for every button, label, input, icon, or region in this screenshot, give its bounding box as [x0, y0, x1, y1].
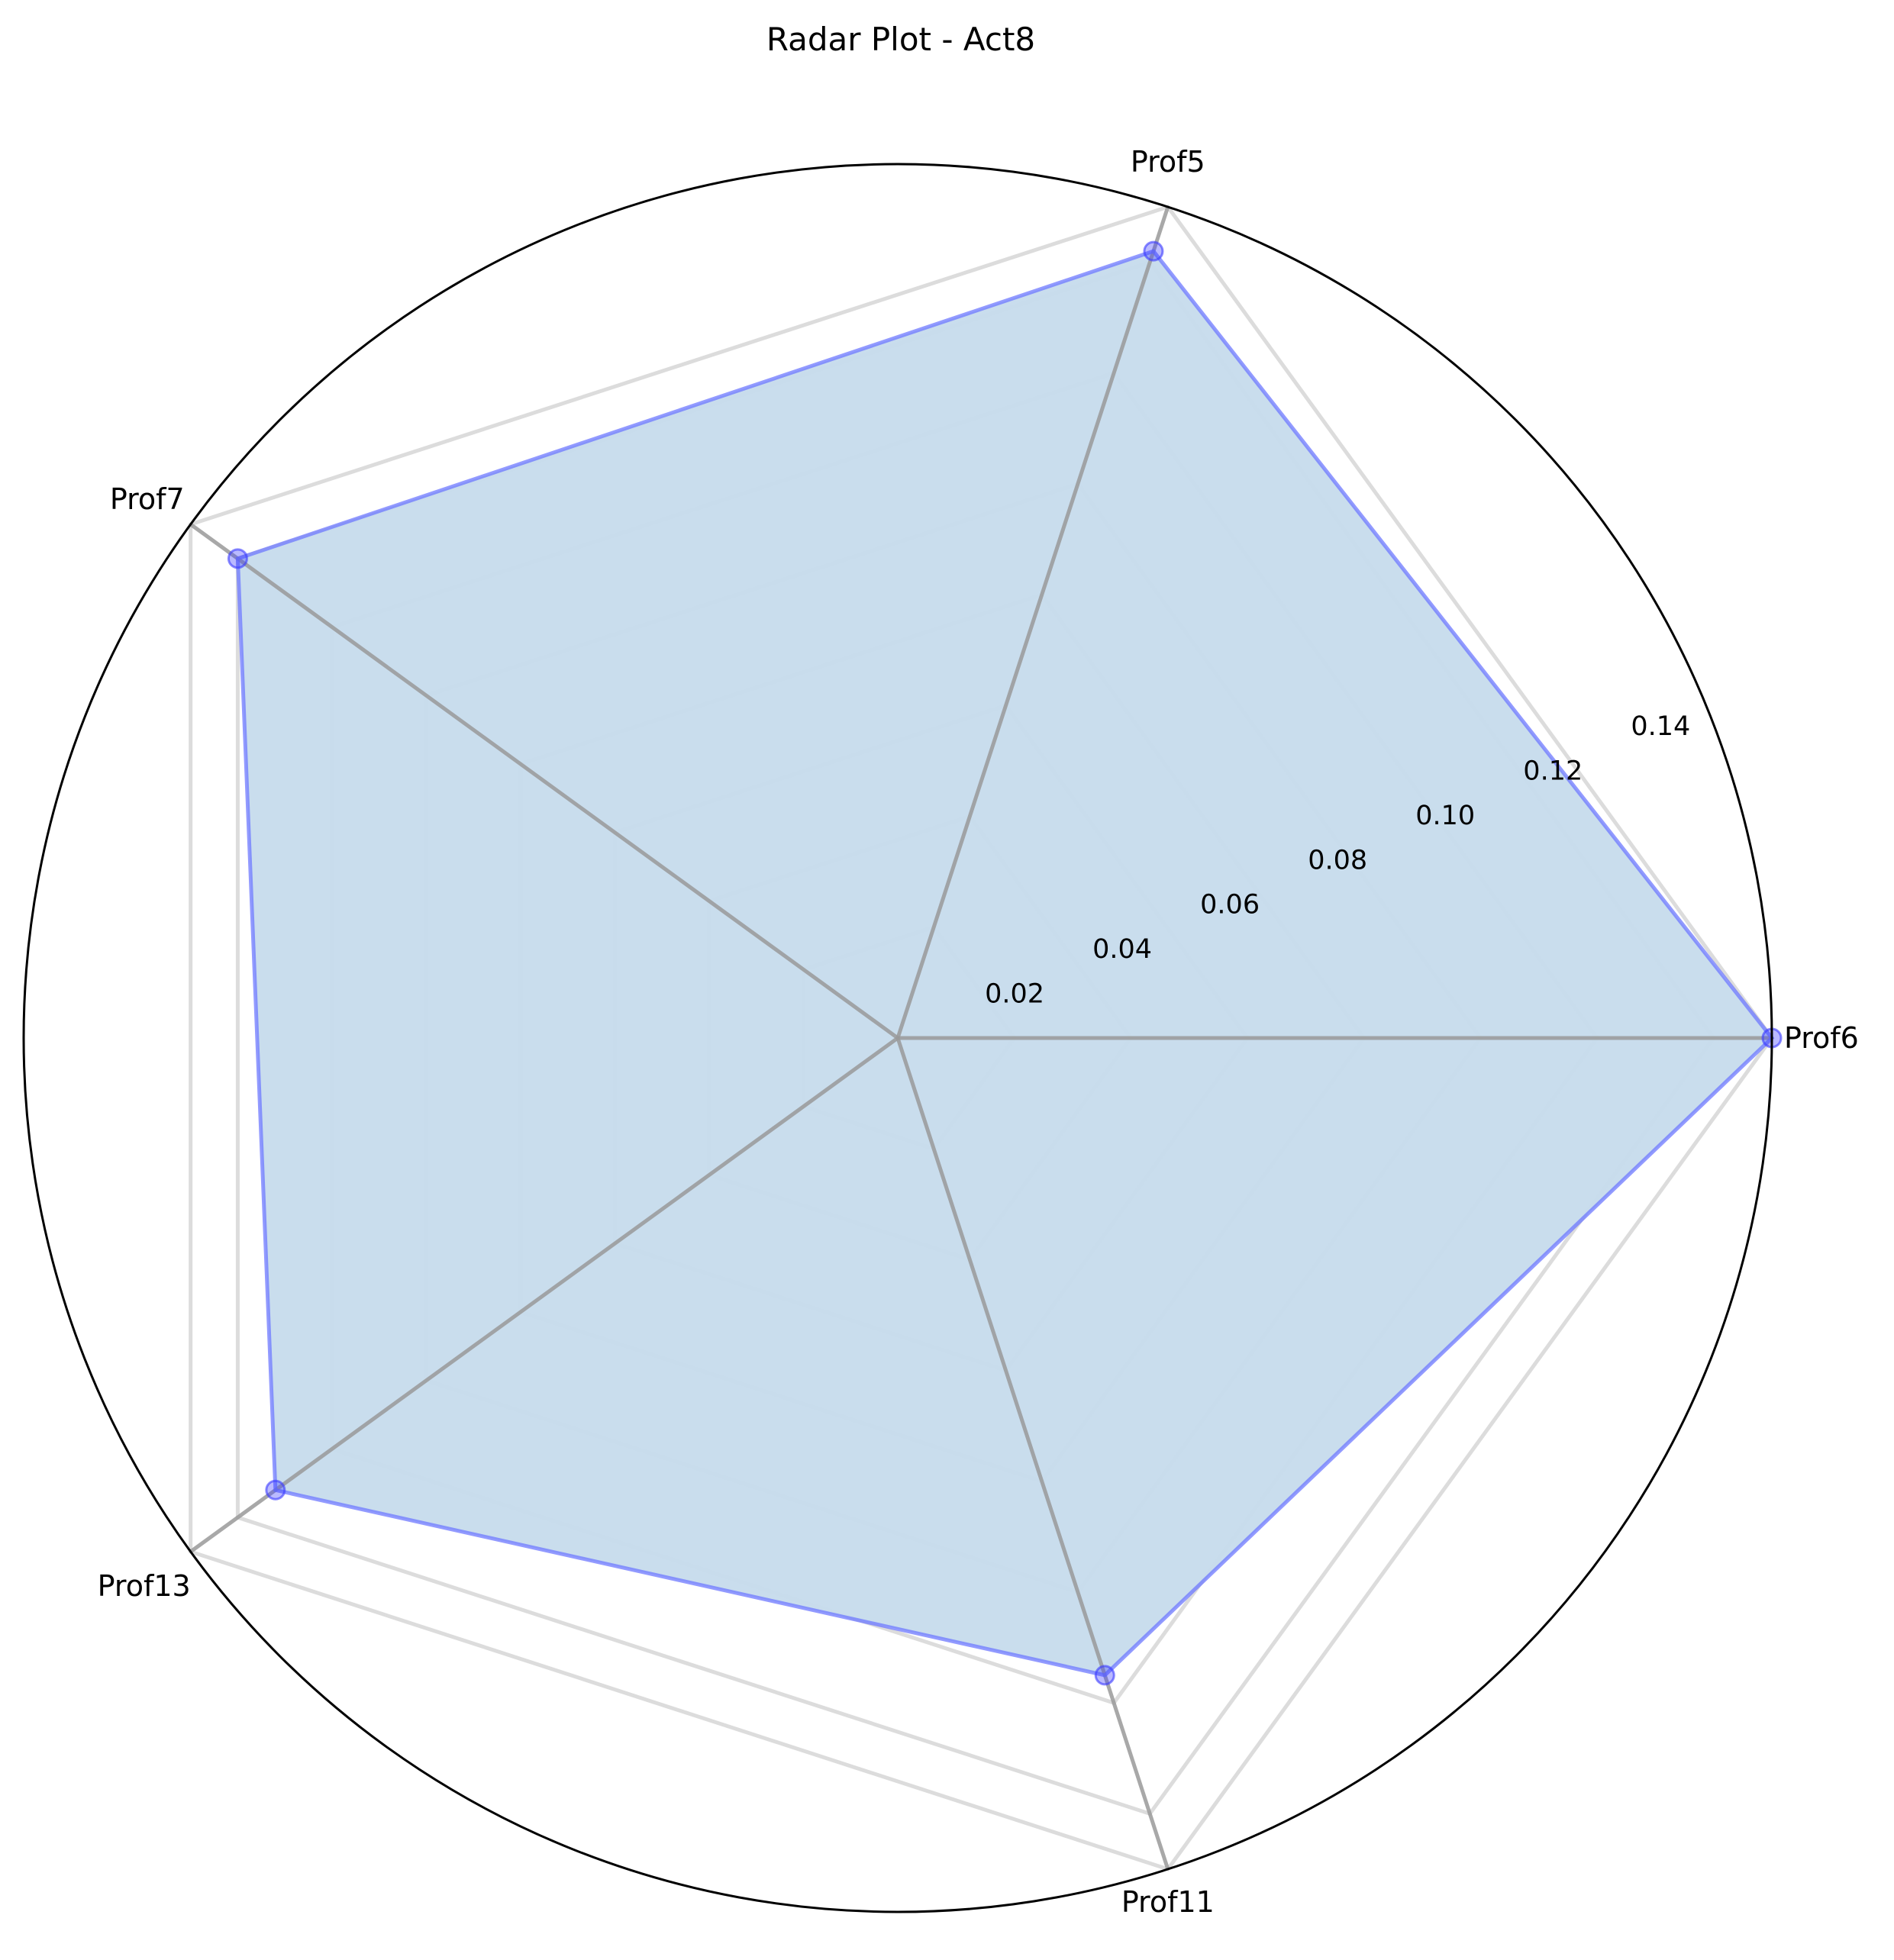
r-tick-label: 0.10: [1415, 801, 1475, 831]
spoke-prof13: [189, 1036, 899, 1554]
series-area-1: [237, 251, 1772, 1675]
series-line-1: [235, 249, 1775, 1678]
r-tick-label: 0.08: [1308, 845, 1367, 875]
chart-title: Radar Plot - Act8: [766, 21, 1035, 58]
label-layer: Prof6 Prof5 Prof7 Prof13 Prof11 0.02 0.04 0.06 0…: [22, 145, 1859, 1919]
spoke-prof7: [189, 522, 899, 1040]
outer-circle: [22, 163, 1773, 1913]
data-point-prof5: [1143, 240, 1164, 262]
spoke-layer: [189, 206, 1772, 1870]
category-label-prof5: Prof5: [1131, 145, 1205, 179]
r-tick-label: 0.04: [1092, 934, 1152, 965]
series-line-layer: [235, 249, 1775, 1678]
spoke-prof5: [895, 206, 1170, 1039]
category-label-prof6: Prof6: [1784, 1021, 1859, 1055]
category-label-prof13: Prof13: [98, 1569, 191, 1603]
category-label-prof7: Prof7: [110, 482, 185, 516]
r-tick-label: 0.12: [1523, 756, 1583, 786]
data-point-prof11: [1094, 1665, 1115, 1686]
r-tick-label: 0.02: [985, 979, 1044, 1010]
r-tick-label: 0.06: [1200, 890, 1260, 920]
data-point-prof13: [265, 1479, 286, 1501]
data-point-prof7: [227, 548, 248, 569]
category-label-prof11: Prof11: [1121, 1885, 1215, 1919]
spoke-prof11: [895, 1037, 1170, 1870]
marker-layer: [227, 240, 1783, 1686]
series-fill-layer: [237, 251, 1772, 1675]
r-tick-label: 0.14: [1631, 711, 1690, 742]
grid-ring-8: [189, 205, 1775, 1871]
